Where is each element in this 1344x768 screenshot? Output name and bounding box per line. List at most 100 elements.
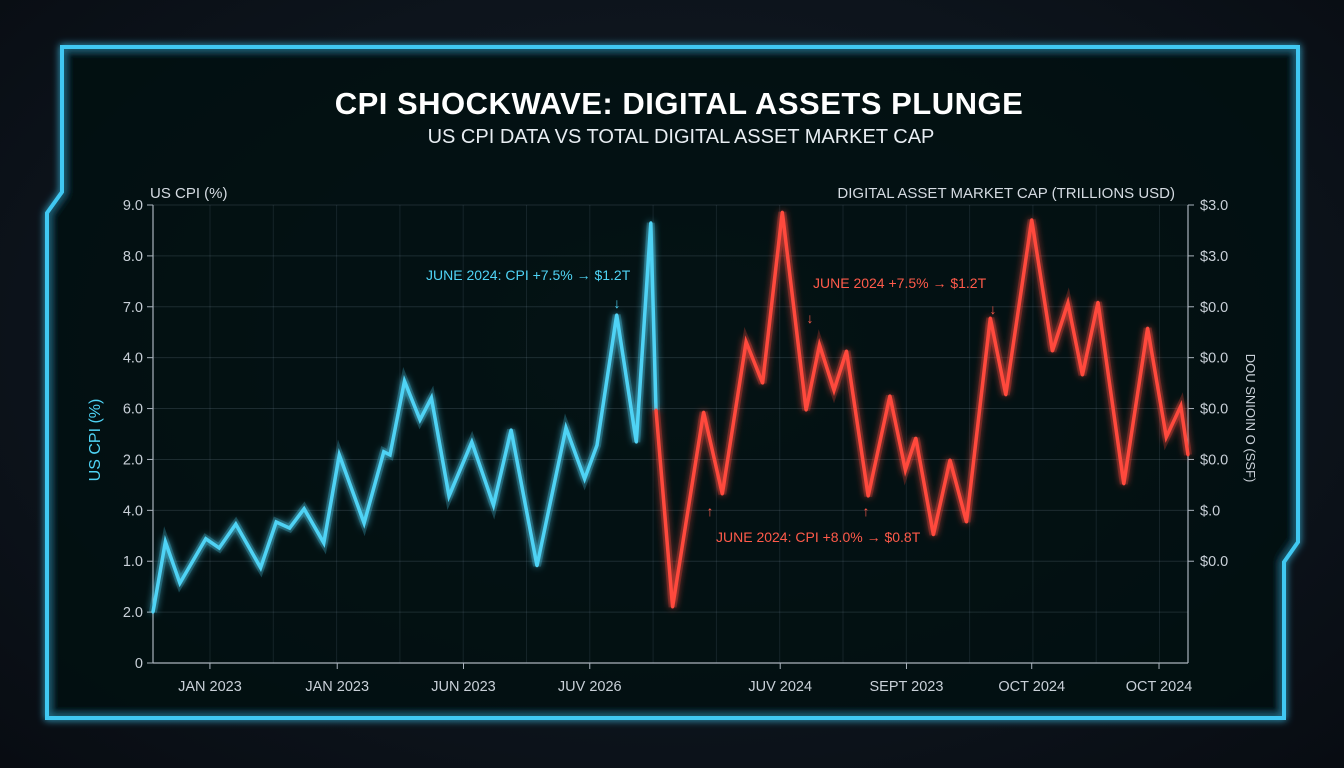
data-point (447, 494, 451, 498)
chart-subtitle: US CPI DATA VS TOTAL DIGITAL ASSET MARKE… (428, 126, 935, 148)
data-point (259, 566, 263, 570)
data-point (583, 477, 587, 481)
data-point (403, 379, 407, 383)
data-point (595, 443, 599, 447)
x-tick-label: OCT 2024 (1126, 679, 1193, 695)
annotation-market-high: JUNE 2024 +7.5% → $1.2T (813, 275, 987, 291)
annotation-market-low: JUNE 2024: CPI +8.0% → $0.8T (716, 529, 921, 545)
data-point (337, 453, 341, 457)
data-point (234, 522, 238, 526)
y2-tick-label: $.0 (1200, 503, 1220, 519)
y2-tick-label: $0.0 (1200, 554, 1228, 570)
data-point (720, 492, 724, 496)
x-tick-label: JUV 2024 (748, 679, 812, 695)
data-point (382, 450, 386, 454)
data-point (654, 408, 658, 412)
y-tick-label: 2.0 (123, 452, 143, 468)
data-point (178, 581, 182, 585)
data-point (564, 426, 568, 430)
axes: 9.0 8.0 7.0 4.0 6.0 2.0 4.0 1.0 2.0 0 $3.0 $3.0 $0.0… (123, 198, 1228, 695)
data-point (804, 408, 808, 412)
data-point (151, 610, 155, 614)
data-point (914, 436, 918, 440)
annotations: JUNE 2024: CPI +7.5% → $1.2T ↓ JUNE 2024… (426, 267, 997, 545)
y2-tick-label: $0.0 (1200, 351, 1228, 367)
y2-tick-label: $3.0 (1200, 198, 1228, 214)
market-cap-line (654, 211, 1190, 608)
data-point (1179, 404, 1183, 408)
data-point (744, 340, 748, 344)
y-tick-label: 1.0 (123, 554, 143, 570)
y-tick-label: 9.0 (123, 198, 143, 214)
annotation-cpi: JUNE 2024: CPI +7.5% → $1.2T (426, 267, 631, 283)
chart-title: CPI SHOCKWAVE: DIGITAL ASSETS PLUNGE (335, 86, 1024, 121)
cpi-line (151, 222, 658, 613)
data-point (204, 537, 208, 541)
data-point (429, 396, 433, 400)
y-tick-label: 0 (135, 656, 143, 672)
data-point (274, 520, 278, 524)
y2-axis-title: DIGITAL ASSET MARKET CAP (TRILLIONS USD) (837, 185, 1175, 202)
data-point (948, 458, 952, 462)
y-tick-label: 4.0 (123, 503, 143, 519)
data-point (1164, 435, 1168, 439)
data-point (988, 316, 992, 320)
data-point (418, 418, 422, 422)
data-point (163, 540, 167, 544)
y-tick-label: 2.0 (123, 605, 143, 621)
data-point (1146, 326, 1150, 330)
data-point (302, 507, 306, 511)
y-axis-side-label: US CPI (%) (87, 399, 104, 482)
data-point (1030, 218, 1034, 222)
data-point (649, 221, 653, 225)
y-tick-label: 6.0 (123, 402, 143, 418)
x-tick-label: JAN 2023 (178, 679, 242, 695)
annotation-arrow-down: ↓ (807, 310, 814, 326)
neon-frame (45, 45, 1300, 720)
data-point (1122, 482, 1126, 486)
y-tick-label: 4.0 (123, 351, 143, 367)
data-point (903, 468, 907, 472)
data-point (362, 521, 366, 525)
data-point (1096, 300, 1100, 304)
y2-tick-label: $0.0 (1200, 300, 1228, 316)
data-point (671, 605, 675, 609)
y2-axis-side-label: DOU SNIOIN O (SSF) (1243, 354, 1258, 483)
data-point (288, 526, 292, 530)
data-point (1004, 393, 1008, 397)
data-point (322, 541, 326, 545)
data-point (1050, 349, 1054, 353)
x-tick-label: JAN 2023 (305, 679, 369, 695)
x-tick-label: JUV 2026 (558, 679, 622, 695)
annotation-arrow-down: ↓ (990, 301, 997, 317)
data-point (1186, 453, 1190, 457)
x-tick-label: JUN 2023 (431, 679, 495, 695)
y2-tick-label: $0.0 (1200, 452, 1228, 468)
annotation-arrow-up: ↑ (707, 503, 714, 519)
y-tick-label: 7.0 (123, 300, 143, 316)
data-point (818, 343, 822, 347)
data-point (844, 349, 848, 353)
data-point (866, 494, 870, 498)
annotation-arrow-down: ↓ (614, 295, 621, 311)
data-point (931, 533, 935, 537)
data-point (1080, 373, 1084, 377)
data-point (615, 313, 619, 317)
y-axis-title: US CPI (%) (150, 185, 228, 202)
x-tick-label: SEPT 2023 (870, 679, 944, 695)
x-tick-label: OCT 2024 (998, 679, 1065, 695)
data-point (1066, 301, 1070, 305)
series-lines (149, 210, 1192, 614)
data-point (492, 503, 496, 507)
data-point (470, 440, 474, 444)
data-point (761, 381, 765, 385)
data-point (780, 210, 784, 214)
annotation-arrow-up: ↑ (863, 503, 870, 519)
y2-tick-label: $3.0 (1200, 249, 1228, 265)
data-point (217, 546, 221, 550)
data-point (832, 388, 836, 392)
data-point (965, 520, 969, 524)
data-point (509, 428, 513, 432)
data-point (535, 564, 539, 568)
